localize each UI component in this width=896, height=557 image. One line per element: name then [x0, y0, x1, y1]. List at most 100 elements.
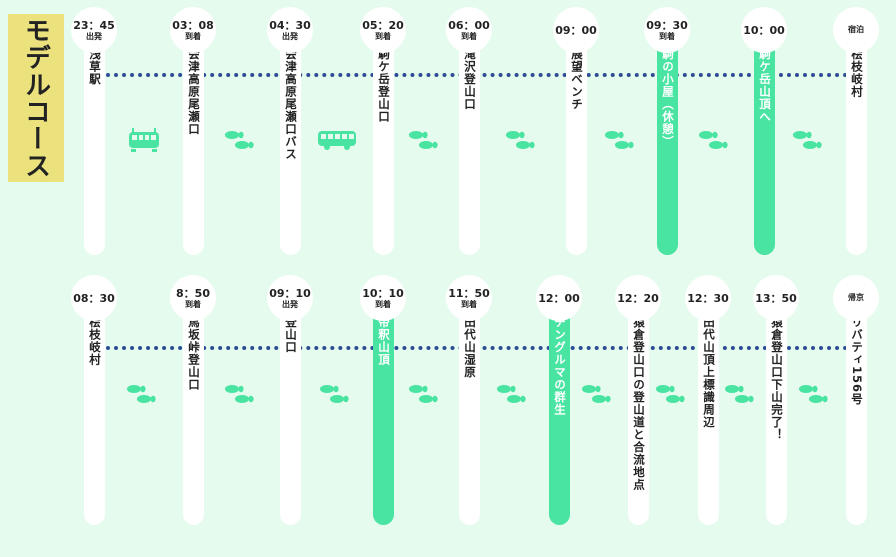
- timeline-stop: 駒ケ岳山頂へ: [754, 30, 775, 255]
- timeline-stop: 田代山湿原: [459, 298, 480, 525]
- time-label: 12：00: [538, 291, 580, 305]
- stop-place-label: 桧枝岐村: [850, 48, 864, 98]
- stop-place-label: 田代山頂上標識周辺: [702, 316, 716, 429]
- timeline-stop: 駒ケ岳登山口: [373, 30, 394, 255]
- stop-place-label: 猿倉登山口下山完了！: [770, 316, 784, 441]
- footsteps-icon: [604, 129, 640, 155]
- time-label: 13：50: [755, 291, 797, 305]
- time-label: 06：00: [448, 18, 490, 32]
- time-badge: 08：30: [71, 275, 117, 321]
- time-badge: 8：50 到着: [170, 275, 216, 321]
- status-label: 到着: [375, 299, 391, 309]
- timeline-stop: 田代山頂上標識周辺: [698, 298, 719, 525]
- time-badge: 05：20 到着: [360, 7, 406, 53]
- status-label: 到着: [185, 31, 201, 41]
- timeline-stop: 猿倉登山口下山完了！: [766, 298, 787, 525]
- time-badge: 帰京: [833, 275, 879, 321]
- time-badge: 09：00: [553, 7, 599, 53]
- time-label: 12：20: [617, 291, 659, 305]
- timeline-stop: 猿倉登山口の登山道と合流地点: [628, 298, 649, 525]
- footsteps-icon: [319, 383, 355, 409]
- time-badge: 13：50: [753, 275, 799, 321]
- model-course-title: モデルコース: [8, 14, 64, 182]
- time-badge: 10：10 到着: [360, 275, 406, 321]
- stop-place-label: 桧枝岐村: [88, 316, 102, 366]
- bus-icon: [317, 129, 357, 155]
- footsteps-icon: [408, 129, 444, 155]
- time-label: 05：20: [362, 18, 404, 32]
- timeline-stop: チングルマの群生: [549, 298, 570, 525]
- footsteps-icon: [698, 129, 734, 155]
- time-badge: 23：45 出発: [71, 7, 117, 53]
- stop-place-label: 駒の小屋（休憩）: [661, 48, 675, 148]
- time-label: 09：10: [269, 286, 311, 300]
- train-icon: [128, 127, 160, 157]
- time-label: 23：45: [73, 18, 115, 32]
- timeline-stop: 帝釈山頂: [373, 298, 394, 525]
- time-label: 04：30: [269, 18, 311, 32]
- time-label: 03：08: [172, 18, 214, 32]
- timeline-stop: 会津高原尾瀬口: [183, 30, 204, 255]
- footsteps-icon: [126, 383, 162, 409]
- status-label: 帰京: [848, 293, 864, 302]
- timeline-stop: 桧枝岐村: [84, 298, 105, 525]
- timeline-stop: リバティ156号: [846, 298, 867, 525]
- status-label: 到着: [461, 31, 477, 41]
- time-badge: 10：00: [741, 7, 787, 53]
- stop-place-label: 展望ベンチ: [570, 48, 584, 111]
- timeline-stop: 滝沢登山口: [459, 30, 480, 255]
- timeline-stop: 馬坂峠登山口: [183, 298, 204, 525]
- time-badge: 09：10 出発: [267, 275, 313, 321]
- time-label: 12：30: [687, 291, 729, 305]
- footsteps-icon: [408, 383, 444, 409]
- time-badge: 04：30 出発: [267, 7, 313, 53]
- stop-place-label: リバティ156号: [850, 316, 864, 406]
- stop-place-label: 駒ケ岳登山口: [377, 48, 391, 123]
- status-label: 宿泊: [848, 25, 864, 34]
- stop-place-label: 田代山湿原: [463, 316, 477, 379]
- time-badge: 12：30: [685, 275, 731, 321]
- time-badge: 12：00: [536, 275, 582, 321]
- time-label: 11：50: [448, 286, 490, 300]
- timeline-stop: 展望ベンチ: [566, 30, 587, 255]
- timeline-stop: 浅草駅: [84, 30, 105, 255]
- stop-place-label: 馬坂峠登山口: [187, 316, 201, 391]
- time-label: 09：00: [555, 23, 597, 37]
- time-badge: 06：00 到着: [446, 7, 492, 53]
- stop-place-label: チングルマの群生: [553, 316, 567, 416]
- time-badge: 03：08 到着: [170, 7, 216, 53]
- stop-place-label: 駒ケ岳山頂へ: [758, 48, 772, 123]
- time-badge: 12：20: [615, 275, 661, 321]
- time-label: 09：30: [646, 18, 688, 32]
- footsteps-icon: [792, 129, 828, 155]
- stop-place-label: 猿倉登山口の登山道と合流地点: [632, 316, 646, 491]
- status-label: 到着: [659, 31, 675, 41]
- stop-place-label: 滝沢登山口: [463, 48, 477, 111]
- stop-place-label: 登山口: [284, 316, 298, 354]
- stop-place-label: 会津高原尾瀬口バス: [284, 48, 298, 161]
- timeline-stop: 桧枝岐村: [846, 30, 867, 255]
- time-label: 10：10: [362, 286, 404, 300]
- timeline-stop: 駒の小屋（休憩）: [657, 30, 678, 255]
- footsteps-icon: [655, 383, 691, 409]
- stop-place-label: 浅草駅: [88, 48, 102, 86]
- status-label: 出発: [282, 31, 298, 41]
- time-badge: 09：30 到着: [644, 7, 690, 53]
- status-label: 到着: [375, 31, 391, 41]
- footsteps-icon: [798, 383, 834, 409]
- time-badge: 宿泊: [833, 7, 879, 53]
- footsteps-icon: [224, 383, 260, 409]
- status-label: 到着: [185, 299, 201, 309]
- timeline-stop: 登山口: [280, 298, 301, 525]
- route-dotted-line: [106, 73, 856, 77]
- status-label: 出発: [86, 31, 102, 41]
- footsteps-icon: [496, 383, 532, 409]
- timeline-stop: 会津高原尾瀬口バス: [280, 30, 301, 255]
- stop-place-label: 帝釈山頂: [377, 316, 391, 366]
- footsteps-icon: [224, 129, 260, 155]
- footsteps-icon: [581, 383, 617, 409]
- status-label: 到着: [461, 299, 477, 309]
- time-badge: 11：50 到着: [446, 275, 492, 321]
- footsteps-icon: [724, 383, 760, 409]
- footsteps-icon: [505, 129, 541, 155]
